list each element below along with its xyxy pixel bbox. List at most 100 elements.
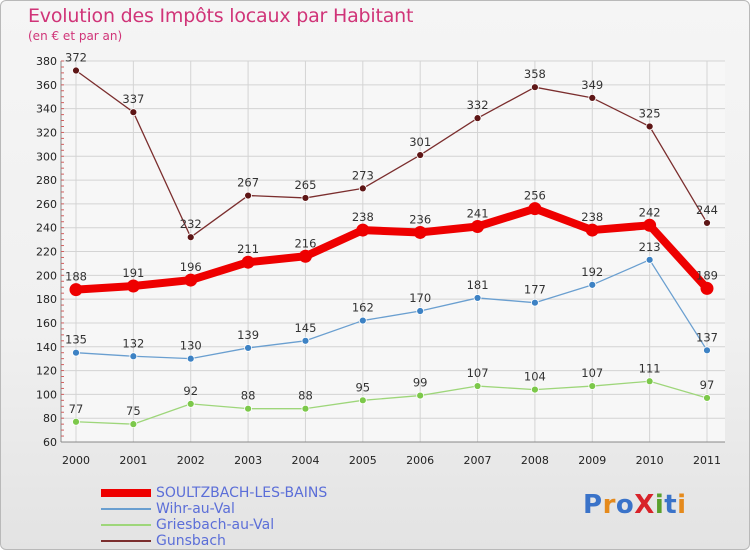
data-point [416,307,425,315]
data-label: 236 [409,212,431,226]
x-tick-label: 2011 [693,454,721,467]
data-label: 244 [696,203,718,217]
x-tick-label: 2001 [119,454,147,467]
y-tick-label: 240 [36,222,57,235]
logo-letter: t [664,490,678,520]
chart-subtitle: (en € et par an) [28,29,123,43]
data-point [531,298,539,307]
series-line-gunsbach [75,69,708,238]
logo-letter: i [654,490,665,520]
data-point [244,191,252,200]
data-point [588,382,597,390]
y-tick-label: 300 [36,150,57,163]
data-label: 349 [581,78,603,92]
data-label: 75 [126,404,141,418]
data-point [645,122,654,131]
data-point [645,377,654,386]
data-point [703,394,711,402]
data-label: 238 [352,210,374,224]
data-label: 107 [467,366,489,380]
data-point [72,348,80,357]
legend-swatch [101,540,151,542]
data-label: 88 [241,389,256,403]
data-label: 97 [700,378,715,392]
data-point [473,294,482,302]
legend-item-wihr-au-val: Wihr-au-Val [101,501,327,517]
data-point [588,94,597,102]
data-point [301,194,310,202]
data-point [298,249,312,263]
legend-label: SOULTZBACH-LES-BAINS [156,485,328,501]
x-tick-label: 2008 [521,454,549,467]
data-label: 267 [237,176,259,190]
data-point [129,108,138,117]
legend-swatch [101,489,151,497]
data-point [700,281,714,295]
y-tick-label: 80 [43,412,57,425]
legend-label: Wihr-au-Val [156,501,235,517]
y-tick-label: 360 [36,79,57,92]
data-label: 232 [180,217,202,231]
data-label: 130 [180,339,202,353]
y-tick-label: 60 [43,436,57,449]
y-tick-label: 100 [36,388,57,401]
data-label: 77 [69,402,84,416]
data-point [186,354,195,363]
data-point [473,382,482,390]
data-label: 162 [352,301,374,315]
data-point [643,218,657,232]
data-point [528,202,542,216]
data-point [72,417,80,426]
data-label: 358 [524,67,546,81]
data-point [358,184,367,193]
data-label: 137 [696,330,718,344]
data-point [358,396,367,405]
data-point [473,114,482,123]
y-tick-label: 320 [36,126,57,139]
data-point [184,273,198,287]
data-point [126,279,140,293]
x-tick-label: 2007 [464,454,492,467]
legend-label: Gunsbach [156,533,226,549]
data-point [416,391,425,400]
data-label: 256 [524,189,546,203]
y-tick-label: 200 [36,269,57,282]
data-label: 196 [180,260,202,274]
chart-title: Evolution des Impôts locaux par Habitant [28,5,414,27]
y-tick-label: 140 [36,341,57,354]
data-point [531,385,539,394]
data-point [416,151,425,159]
y-tick-label: 120 [36,365,57,378]
logo-letter: r [602,490,616,520]
data-point [129,352,138,361]
data-label: 273 [352,168,374,182]
x-tick-label: 2005 [349,454,377,467]
data-point [72,66,80,75]
x-tick-label: 2004 [291,454,319,467]
data-point [356,223,370,237]
data-label: 135 [65,333,87,347]
data-label: 242 [639,205,661,219]
data-label: 104 [524,370,546,384]
data-point [588,280,597,289]
legend-item-soultzbach-les-bains: SOULTZBACH-LES-BAINS [101,485,327,501]
data-label: 99 [413,376,428,390]
logo-letter: P [583,490,603,520]
data-label: 107 [581,366,603,380]
data-label: 332 [467,98,489,112]
data-label: 301 [409,135,431,149]
data-label: 372 [65,51,87,65]
data-label: 132 [122,336,144,350]
logo-letter: X [634,490,655,520]
series-line-soultzbach-les-bains [72,204,711,294]
data-label: 216 [294,236,316,250]
y-tick-label: 260 [36,198,57,211]
data-label: 213 [639,240,661,254]
y-tick-label: 160 [36,317,57,330]
data-label: 265 [294,178,316,192]
data-point [531,83,539,92]
series-line-griesbach-au-val [75,380,708,425]
data-label: 188 [65,270,87,284]
